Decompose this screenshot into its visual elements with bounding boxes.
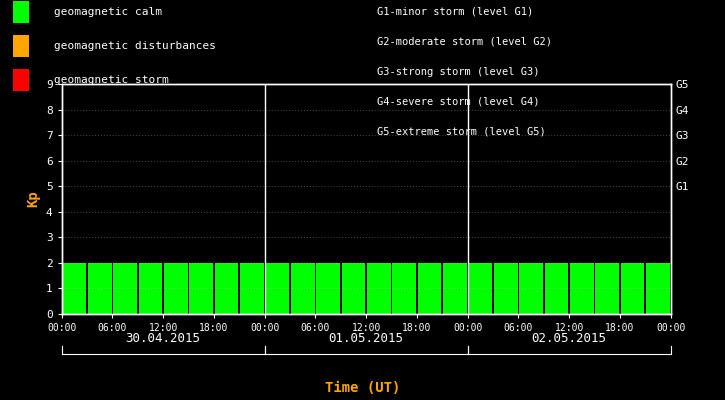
Text: G4-severe storm (level G4): G4-severe storm (level G4) xyxy=(377,97,539,107)
Bar xyxy=(418,263,442,314)
Text: 30.04.2015: 30.04.2015 xyxy=(125,332,201,344)
Text: 01.05.2015: 01.05.2015 xyxy=(328,332,404,344)
Bar xyxy=(570,263,594,314)
Bar xyxy=(646,263,670,314)
Bar xyxy=(367,263,391,314)
Bar xyxy=(240,263,264,314)
Bar xyxy=(341,263,365,314)
Text: geomagnetic disturbances: geomagnetic disturbances xyxy=(54,41,216,51)
Bar xyxy=(164,263,188,314)
Bar xyxy=(544,263,568,314)
Bar xyxy=(494,263,518,314)
Bar xyxy=(443,263,467,314)
Bar xyxy=(138,263,162,314)
Text: geomagnetic calm: geomagnetic calm xyxy=(54,7,162,17)
Bar xyxy=(519,263,543,314)
Bar xyxy=(621,263,645,314)
Text: G3-strong storm (level G3): G3-strong storm (level G3) xyxy=(377,67,539,77)
Bar xyxy=(113,263,137,314)
Bar xyxy=(88,263,112,314)
Bar xyxy=(215,263,239,314)
Text: G5-extreme storm (level G5): G5-extreme storm (level G5) xyxy=(377,127,546,137)
Bar xyxy=(392,263,416,314)
Bar xyxy=(62,263,86,314)
Bar xyxy=(265,263,289,314)
Text: 02.05.2015: 02.05.2015 xyxy=(531,332,607,344)
Bar xyxy=(316,263,340,314)
Text: G1-minor storm (level G1): G1-minor storm (level G1) xyxy=(377,7,534,17)
Bar xyxy=(291,263,315,314)
Text: geomagnetic storm: geomagnetic storm xyxy=(54,75,169,85)
Y-axis label: Kp: Kp xyxy=(26,191,41,207)
Bar xyxy=(189,263,213,314)
Bar xyxy=(595,263,619,314)
Text: G2-moderate storm (level G2): G2-moderate storm (level G2) xyxy=(377,37,552,47)
Text: Time (UT): Time (UT) xyxy=(325,381,400,395)
Bar xyxy=(468,263,492,314)
